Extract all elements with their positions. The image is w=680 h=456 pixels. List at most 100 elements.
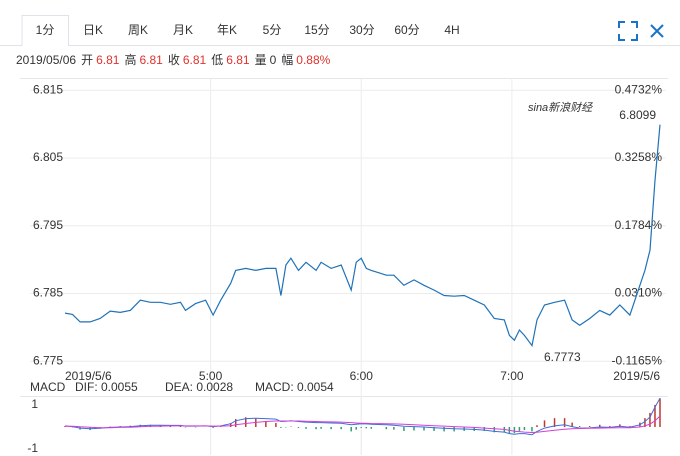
macd-bar	[275, 423, 277, 427]
macd-bar	[169, 426, 172, 427]
macd-bar	[629, 426, 631, 427]
x-tick-label: 5:00	[199, 369, 223, 383]
y-tick-label: 1	[31, 397, 38, 411]
macd-bar	[315, 426, 317, 430]
macd-bar	[370, 426, 373, 429]
info-value: 6.81	[226, 53, 250, 67]
macd-bar	[571, 422, 573, 427]
macd-bar	[423, 426, 425, 431]
macd-bar	[654, 404, 656, 427]
macd-bar	[179, 426, 182, 427]
plots: 6.815 6.805 6.795 6.785 6.775 0.4732% 0.3258% 0…	[27, 78, 666, 455]
macd-bar	[536, 425, 538, 427]
date: 2019/05/06	[16, 53, 76, 67]
info-value: 6.81	[139, 53, 163, 67]
tab[interactable]: 日K	[83, 23, 103, 37]
tab-bar: 1分 日K 周K 月K 年K 5分 15分 30分 60分 4H	[21, 15, 460, 46]
y-tick-label: 6.795	[33, 218, 63, 232]
info-label: 开	[81, 53, 93, 67]
macd-bar	[365, 426, 368, 429]
fullscreen-glyph	[618, 21, 638, 41]
close-glyph	[650, 24, 664, 38]
watermark: sina新浪财经	[528, 101, 593, 114]
x-tick-label: 2019/5/6	[65, 369, 112, 383]
macd-bar	[433, 426, 435, 431]
tab[interactable]: 4H	[444, 23, 459, 37]
low-label: 6.7773	[544, 350, 581, 364]
macd-bar	[234, 419, 237, 427]
tab[interactable]: 30分	[349, 23, 374, 37]
y-tick-label: 6.785	[33, 286, 63, 300]
macd-bar	[320, 426, 322, 429]
x-tick-label: 2019/5/6	[613, 369, 660, 383]
y-tick-label: 6.815	[33, 82, 63, 96]
info-label: 高	[124, 52, 136, 67]
legend-entry: DIF: 0.0055	[75, 380, 138, 394]
macd-bar	[305, 426, 307, 429]
legend-entry: MACD: 0.0054	[255, 380, 334, 394]
legend-entry: DEA: 0.0028	[165, 380, 233, 394]
macd-bar	[644, 418, 646, 427]
macd-bar	[265, 421, 267, 427]
macd-bar	[443, 426, 445, 432]
macd-bar	[523, 426, 526, 431]
macd-bar	[531, 426, 533, 432]
tab[interactable]: 1分	[36, 23, 55, 37]
macd-bar	[563, 418, 566, 427]
macd-line	[64, 398, 661, 436]
tab[interactable]: 年K	[217, 23, 237, 37]
macd-bar	[350, 426, 352, 432]
y2-tick-label: 0.0310%	[615, 286, 663, 300]
tab[interactable]: 60分	[394, 23, 419, 37]
macd-bar	[553, 418, 556, 427]
tab[interactable]: 5分	[263, 23, 282, 37]
info-value: 0.88%	[296, 53, 330, 67]
macd-bar	[493, 426, 496, 433]
macd-bar	[330, 426, 332, 430]
macd-bar	[518, 426, 521, 431]
macd-bar	[212, 426, 214, 428]
x-tick-label: 7:00	[500, 369, 524, 383]
info-line: 2019/05/06 开 6.81 高 6.81 收 6.81 低 6.81 量 0 幅 0.88%	[16, 52, 331, 67]
info-value: 6.81	[183, 53, 207, 67]
macd-bar	[393, 426, 395, 430]
macd-bar	[340, 426, 342, 430]
macd-bar	[360, 426, 362, 428]
macd-bar	[403, 426, 405, 431]
price-line	[64, 124, 661, 348]
tab[interactable]: 15分	[304, 23, 329, 37]
y2-tick-label: -0.1165%	[612, 353, 663, 367]
y2-tick-label: 0.3258%	[615, 150, 663, 164]
x-tick-label: 6:00	[350, 369, 374, 383]
macd-bar	[598, 424, 601, 427]
macd-bar	[649, 412, 651, 427]
close-icon[interactable]	[650, 24, 664, 38]
info-value: 0	[270, 53, 277, 67]
macd-bar	[229, 423, 232, 427]
macd-bar	[513, 426, 516, 434]
active-tab-frame	[21, 15, 69, 46]
macd-bar	[280, 426, 282, 428]
macd-bar	[297, 426, 300, 428]
fullscreen-icon[interactable]	[618, 21, 638, 41]
info-label: 收	[168, 53, 180, 67]
y2-tick-label: 0.1784%	[615, 218, 663, 232]
macd-bar	[385, 426, 388, 430]
macd-bar	[543, 420, 546, 427]
y-tick-label: 6.775	[33, 353, 63, 367]
info-label: 量	[255, 53, 267, 67]
macd-bar	[483, 426, 486, 431]
tab[interactable]: 月K	[173, 23, 193, 37]
macd-bar	[588, 426, 591, 427]
macd-title: MACD	[30, 380, 66, 394]
info-value: 6.81	[96, 53, 120, 67]
macd-bar	[659, 398, 661, 427]
macd-bar	[609, 426, 611, 427]
info-label: 低	[211, 53, 223, 67]
y-tick-label: 6.805	[33, 150, 63, 164]
tab[interactable]: 周K	[128, 23, 148, 37]
macd-bar	[619, 424, 621, 427]
info-label: 幅	[281, 52, 293, 67]
